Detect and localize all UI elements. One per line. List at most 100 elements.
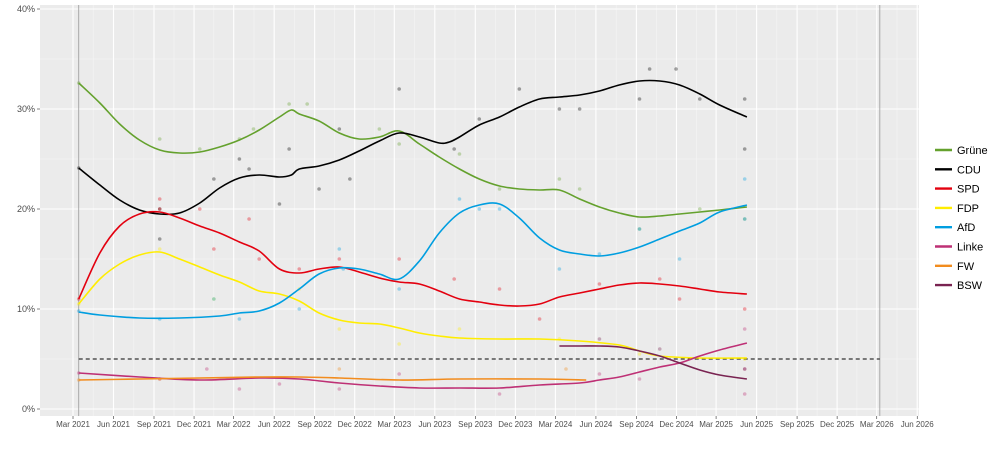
poll-point-spd	[247, 217, 251, 221]
poll-point-grüne	[305, 102, 309, 106]
poll-point-spd	[452, 277, 456, 281]
poll-point-linke	[597, 372, 602, 376]
x-axis: Mar 2021 Jun 2021 Sep 2021 Dec 2021 Mar 2022…	[56, 416, 934, 429]
poll-point-cdu	[647, 67, 652, 71]
poll-point-afd	[742, 217, 747, 221]
y-tick-label: 30%	[17, 104, 35, 114]
legend-label-bsw: BSW	[957, 280, 983, 292]
poll-point-cdu	[742, 97, 747, 101]
poll-point-fdp	[212, 297, 216, 301]
poll-point-spd	[497, 287, 502, 291]
y-axis: 0% 10% 20% 30% 40%	[17, 4, 40, 414]
poll-point-cdu	[517, 87, 522, 91]
poll-point-afd	[457, 197, 462, 201]
poll-point-linke	[742, 367, 747, 371]
poll-point-cdu	[212, 177, 216, 181]
legend-label-linke: Linke	[957, 242, 983, 254]
poll-point-cdu	[348, 177, 352, 181]
poll-point-fdp	[157, 247, 162, 251]
poll-point-linke	[742, 392, 747, 396]
legend-label-fdp: FDP	[957, 203, 979, 215]
x-tick-label: Jun 2024	[579, 420, 612, 429]
x-tick-label: Mar 2025	[699, 420, 733, 429]
trend-line-grüne	[78, 82, 747, 218]
poll-point-fdp	[637, 352, 642, 356]
legend-label-afd: AfD	[957, 222, 975, 234]
poll-point-cdu	[397, 87, 401, 91]
x-tick-label: Sep 2024	[619, 420, 654, 429]
poll-point-grüne	[457, 152, 462, 156]
reference-lines	[78, 5, 881, 416]
poll-point-spd	[157, 197, 162, 201]
poll-point-linke	[397, 372, 401, 376]
trend-line-bsw	[559, 345, 748, 380]
poll-point-spd	[677, 297, 682, 301]
y-tick-label: 0%	[22, 404, 35, 414]
x-tick-label: Dec 2023	[498, 420, 533, 429]
poll-point-spd	[157, 207, 162, 211]
poll-point-grüne	[197, 147, 202, 151]
poll-point-grüne	[698, 207, 702, 211]
x-tick-label: Jun 2026	[901, 420, 934, 429]
poll-point-cdu	[557, 107, 562, 111]
poll-point-spd	[197, 207, 202, 211]
poll-point-bsw	[742, 367, 747, 371]
x-tick-label: Mar 2024	[539, 420, 573, 429]
poll-point-linke	[205, 367, 209, 371]
poll-point-spd	[212, 247, 216, 251]
trend-line-fdp	[78, 251, 747, 359]
poll-point-cdu	[477, 117, 482, 121]
poll-point-linke	[637, 377, 642, 381]
poll-point-grüne	[742, 217, 747, 221]
trend-line-spd	[78, 210, 747, 307]
poll-point-afd	[337, 247, 342, 251]
poll-point-afd	[677, 257, 682, 261]
poll-point-linke	[497, 392, 502, 396]
poll-point-cdu	[317, 187, 321, 191]
x-tick-label: Dec 2025	[820, 420, 855, 429]
poll-point-spd	[397, 257, 401, 261]
x-tick-label: Sep 2025	[780, 420, 815, 429]
poll-point-cdu	[157, 237, 162, 241]
poll-point-afd	[497, 207, 502, 211]
poll-point-cdu	[247, 167, 251, 171]
poll-point-bsw	[657, 347, 662, 351]
legend-label-cdu: CDU	[957, 164, 981, 176]
poll-point-cdu	[452, 147, 456, 151]
trend-lines	[78, 79, 748, 390]
x-tick-label: Dec 2024	[659, 420, 694, 429]
poll-point-afd	[557, 267, 562, 271]
legend: Grüne CDU SPD FDP AfD Linke FW BSW	[935, 145, 988, 292]
poll-point-grüne	[637, 227, 642, 231]
poll-point-grüne	[157, 137, 162, 141]
poll-point-grüne	[497, 187, 502, 191]
poll-point-afd	[742, 177, 747, 181]
gridlines	[40, 5, 919, 416]
x-tick-label: Jun 2023	[418, 420, 451, 429]
x-tick-label: Mar 2021	[56, 420, 90, 429]
trend-line-linke	[78, 342, 748, 390]
poll-point-spd	[257, 257, 261, 261]
poll-point-grüne	[377, 127, 382, 131]
poll-point-cdu	[287, 147, 291, 151]
poll-point-spd	[597, 282, 602, 286]
poll-point-grüne	[287, 102, 291, 106]
y-tick-label: 10%	[17, 304, 35, 314]
poll-point-grüne	[397, 142, 401, 146]
poll-point-linke	[337, 387, 342, 391]
poll-point-cdu	[277, 202, 282, 206]
legend-label-fw: FW	[957, 261, 975, 273]
poll-point-cdu	[742, 147, 747, 151]
y-tick-label: 20%	[17, 204, 35, 214]
poll-point-fdp	[337, 327, 342, 331]
x-tick-label: Sep 2023	[458, 420, 493, 429]
poll-point-cdu	[674, 67, 678, 71]
x-tick-label: Dec 2022	[338, 420, 373, 429]
poll-point-afd	[212, 297, 216, 301]
poll-point-grüne	[577, 187, 582, 191]
x-tick-label: Jun 2022	[258, 420, 291, 429]
poll-point-spd	[742, 307, 747, 311]
x-tick-label: Mar 2023	[377, 420, 411, 429]
trend-line-afd	[78, 202, 748, 320]
